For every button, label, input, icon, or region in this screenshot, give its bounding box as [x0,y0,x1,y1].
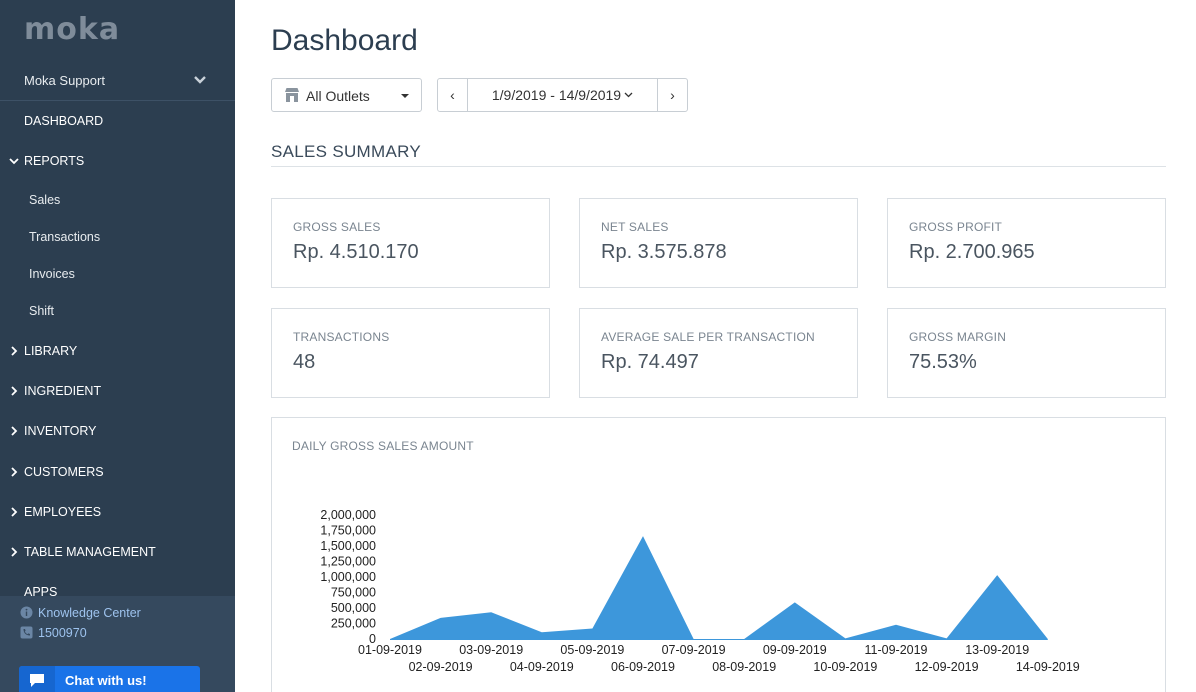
x-tick-label: 07-09-2019 [662,643,726,657]
sidebar-item-label: DASHBOARD [24,114,104,128]
chevron-right-icon [11,426,18,436]
date-range-dropdown[interactable]: 1/9/2019 - 14/9/2019 [468,79,657,111]
chevron-down-icon [194,76,206,84]
next-period-button[interactable]: › [657,79,687,111]
chevron-right-icon [11,467,18,477]
main-content: Dashboard All Outlets ‹ 1/9/2019 - 14/9/… [235,0,1196,692]
card-value: Rp. 4.510.170 [293,241,419,263]
phone-number: 1500970 [38,626,87,640]
x-tick-label: 11-09-2019 [864,643,927,657]
x-tick-label: 01-09-2019 [358,643,422,657]
knowledge-center-link[interactable]: Knowledge Center [20,606,141,620]
chevron-down-icon [624,92,633,98]
summary-card-average-sale: AVERAGE SALE PER TRANSACTION Rp. 74.497 [579,308,858,398]
sidebar-item-label: INVENTORY [24,424,97,438]
summary-card-net-sales: NET SALES Rp. 3.575.878 [579,198,858,288]
summary-card-gross-profit: GROSS PROFIT Rp. 2.700.965 [887,198,1166,288]
chevron-right-icon [11,346,18,356]
x-tick-label: 10-09-2019 [813,660,877,674]
account-name: Moka Support [24,73,105,88]
sidebar-item-label: REPORTS [24,154,85,168]
x-tick-label: 05-09-2019 [560,643,624,657]
card-value: 75.53% [909,351,977,373]
card-label: GROSS PROFIT [909,220,1003,234]
chevron-right-icon [11,386,18,396]
card-label: GROSS SALES [293,220,381,234]
card-label: NET SALES [601,220,669,234]
sidebar-item-label: CUSTOMERS [24,465,104,479]
x-tick-label: 02-09-2019 [409,660,473,674]
sidebar-subitem-shift[interactable]: Shift [29,304,55,318]
section-divider [271,166,1166,167]
sidebar-item-label: LIBRARY [24,344,78,358]
summary-card-gross-sales: GROSS SALES Rp. 4.510.170 [271,198,550,288]
card-value: Rp. 3.575.878 [601,241,727,263]
phone-link[interactable]: 1500970 [20,626,87,640]
phone-icon [20,626,33,639]
store-icon [285,88,299,102]
caret-down-icon [401,94,409,98]
outlet-select-value: All Outlets [306,88,370,104]
info-icon [20,606,33,619]
card-label: GROSS MARGIN [909,330,1007,344]
y-tick-label: 750,000 [331,586,376,600]
sales-area-series [390,536,1048,639]
card-value: Rp. 74.497 [601,351,699,373]
x-tick-label: 14-09-2019 [1016,660,1080,674]
card-label: AVERAGE SALE PER TRANSACTION [601,330,815,344]
y-tick-label: 0 [369,632,376,646]
summary-card-gross-margin: GROSS MARGIN 75.53% [887,308,1166,398]
chevron-right-icon [11,547,18,557]
x-tick-label: 12-09-2019 [915,660,979,674]
date-range-picker[interactable]: ‹ 1/9/2019 - 14/9/2019 › [437,78,688,112]
chat-button-label: Chat with us! [65,673,147,688]
sidebar-item-label: APPS [24,585,58,599]
sidebar-subitem-invoices[interactable]: Invoices [29,267,75,281]
account-switcher[interactable]: Moka Support [0,60,235,101]
chat-icon-box [19,666,55,692]
y-tick-label: 1,750,000 [320,524,376,538]
y-tick-label: 2,000,000 [320,508,376,522]
y-tick-label: 500,000 [331,601,376,615]
x-tick-label: 04-09-2019 [510,660,574,674]
section-title: SALES SUMMARY [271,142,422,161]
chart-title: DAILY GROSS SALES AMOUNT [292,439,474,453]
card-label: TRANSACTIONS [293,330,390,344]
chevron-down-icon [9,158,19,165]
sidebar-item-label: INGREDIENT [24,384,102,398]
x-tick-label: 09-09-2019 [763,643,827,657]
x-tick-label: 03-09-2019 [459,643,523,657]
moka-logo[interactable]: moka [24,12,121,47]
y-tick-label: 250,000 [331,617,376,631]
chat-button[interactable]: Chat with us! [19,666,200,692]
daily-gross-sales-chart: DAILY GROSS SALES AMOUNT 0 250,000 500,000… [271,417,1166,692]
outlet-select[interactable]: All Outlets [271,78,422,112]
sidebar: moka Moka Support DASHBOARD REPORTS Sale… [0,0,235,692]
sidebar-item-label: EMPLOYEES [24,505,102,519]
knowledge-center-label: Knowledge Center [38,606,141,620]
sidebar-item-label: TABLE MANAGEMENT [24,545,156,559]
x-tick-label: 13-09-2019 [965,643,1029,657]
sidebar-subitem-sales[interactable]: Sales [29,193,61,207]
sidebar-subitem-transactions[interactable]: Transactions [29,230,101,244]
y-tick-label: 1,000,000 [320,570,376,584]
summary-card-transactions: TRANSACTIONS 48 [271,308,550,398]
chevron-right-icon [11,507,18,517]
y-tick-label: 1,250,000 [320,555,376,569]
page-title: Dashboard [271,24,418,57]
x-tick-label: 06-09-2019 [611,660,675,674]
x-tick-label: 08-09-2019 [712,660,776,674]
card-value: Rp. 2.700.965 [909,241,1035,263]
chat-bubble-icon [30,674,44,687]
y-tick-label: 1,500,000 [320,539,376,553]
card-value: 48 [293,351,316,373]
date-range-value: 1/9/2019 - 14/9/2019 [491,87,622,103]
prev-period-button[interactable]: ‹ [438,79,468,111]
